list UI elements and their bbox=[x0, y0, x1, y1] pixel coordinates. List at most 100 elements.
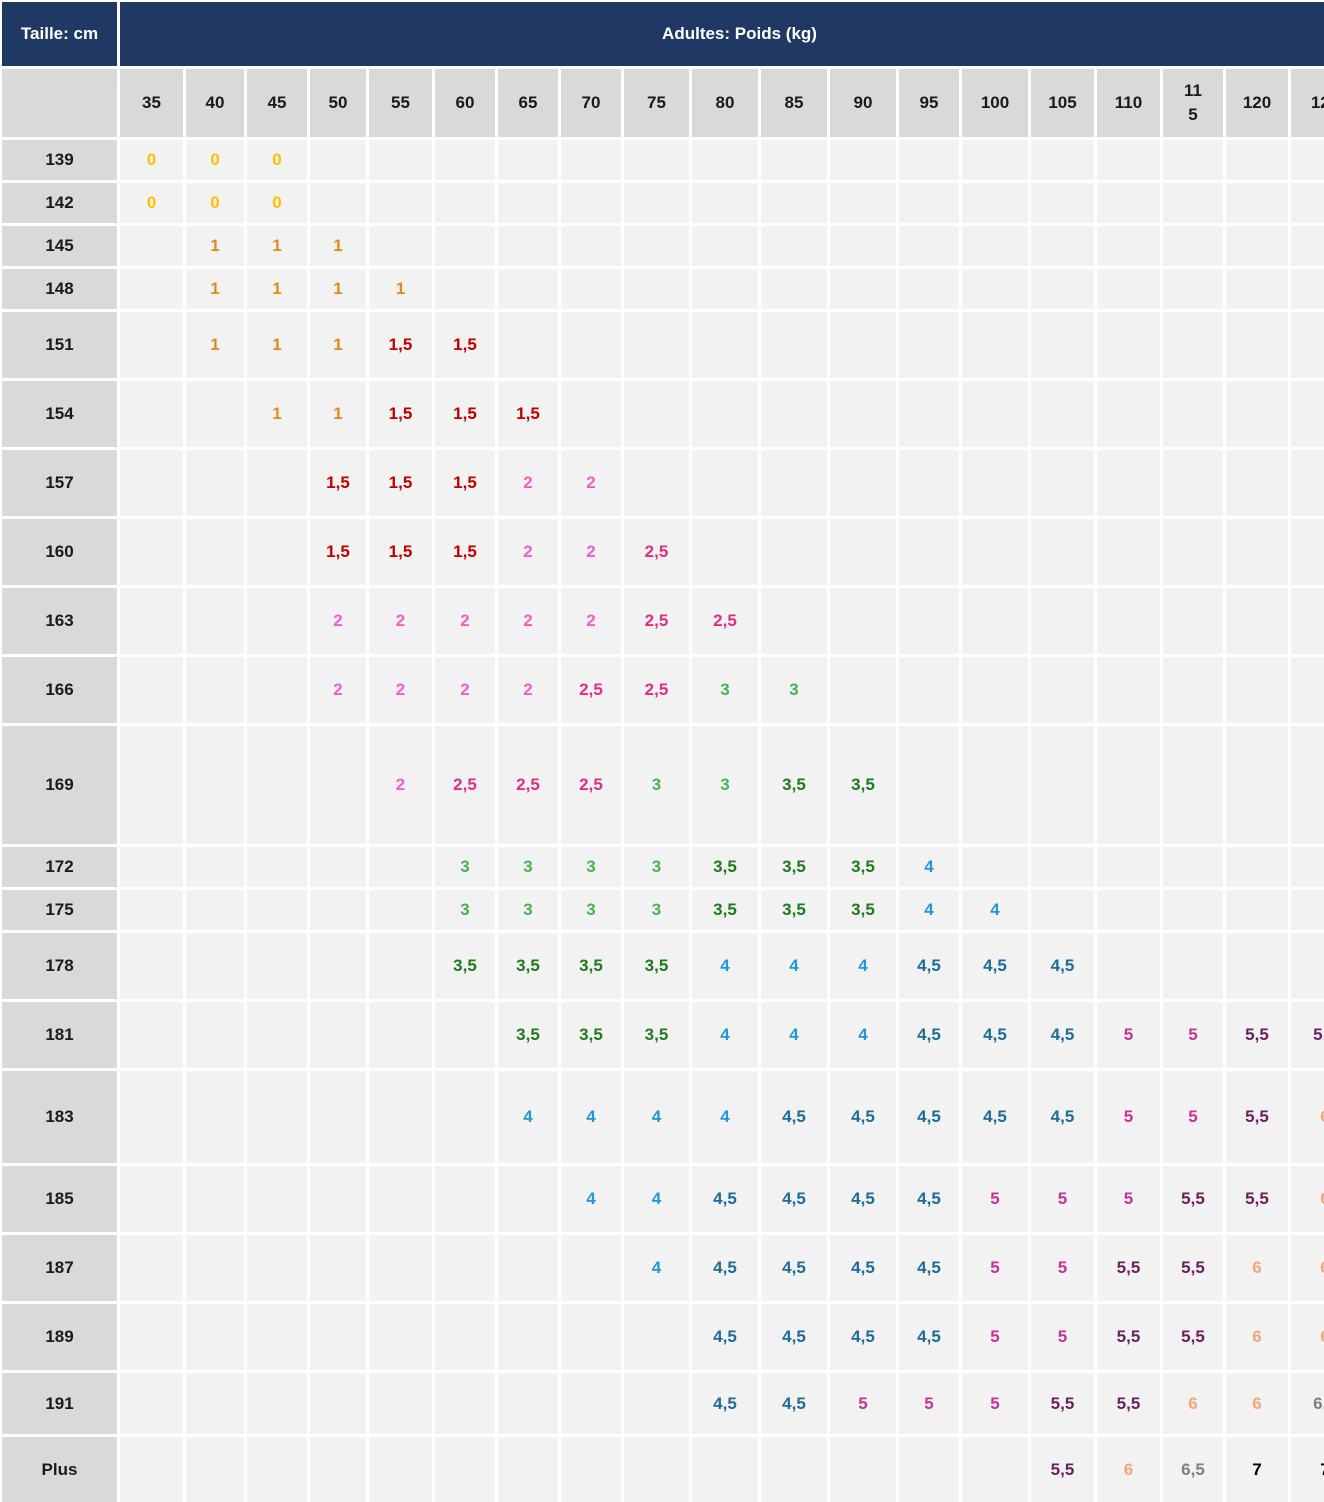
empty-cell bbox=[899, 657, 959, 723]
dose-cell: 0 bbox=[120, 140, 183, 180]
height-label: 172 bbox=[2, 847, 117, 887]
empty-cell bbox=[962, 183, 1028, 223]
empty-cell bbox=[692, 450, 758, 516]
empty-cell bbox=[561, 226, 621, 266]
empty-cell bbox=[1226, 226, 1288, 266]
height-label: 175 bbox=[2, 890, 117, 930]
dose-cell: 4 bbox=[830, 933, 896, 999]
empty-cell bbox=[1097, 933, 1160, 999]
empty-cell bbox=[830, 657, 896, 723]
dose-cell: 4,5 bbox=[899, 1166, 959, 1232]
empty-cell bbox=[561, 269, 621, 309]
dose-cell: 4,5 bbox=[899, 1235, 959, 1301]
empty-cell bbox=[120, 226, 183, 266]
empty-cell bbox=[830, 226, 896, 266]
dose-cell: 5,5 bbox=[1097, 1304, 1160, 1370]
dose-cell: 5 bbox=[962, 1235, 1028, 1301]
corner-header-label: Taille: cm bbox=[2, 2, 117, 66]
dose-cell: 5 bbox=[1031, 1235, 1094, 1301]
empty-cell bbox=[624, 450, 689, 516]
empty-cell bbox=[498, 1373, 558, 1434]
height-label: Plus bbox=[2, 1437, 117, 1502]
height-label: 181 bbox=[2, 1002, 117, 1068]
empty-cell bbox=[561, 1304, 621, 1370]
empty-cell bbox=[761, 269, 827, 309]
empty-cell bbox=[1291, 269, 1324, 309]
dose-cell: 1,5 bbox=[310, 519, 366, 585]
dose-cell: 4 bbox=[624, 1071, 689, 1163]
empty-cell bbox=[186, 1304, 244, 1370]
dose-cell: 4 bbox=[624, 1166, 689, 1232]
dose-cell: 3 bbox=[435, 890, 495, 930]
weight-header: 40 bbox=[186, 69, 244, 137]
dose-cell: 4,5 bbox=[1031, 1071, 1094, 1163]
dose-cell: 2 bbox=[310, 588, 366, 654]
empty-cell bbox=[369, 140, 432, 180]
dose-cell: 5 bbox=[1097, 1166, 1160, 1232]
dose-cell: 4,5 bbox=[899, 1304, 959, 1370]
empty-cell bbox=[247, 1071, 307, 1163]
empty-cell bbox=[899, 519, 959, 585]
weight-header: 100 bbox=[962, 69, 1028, 137]
empty-cell bbox=[1226, 269, 1288, 309]
empty-cell bbox=[498, 269, 558, 309]
dose-cell: 5,5 bbox=[1163, 1235, 1223, 1301]
empty-cell bbox=[561, 1373, 621, 1434]
empty-cell bbox=[1226, 933, 1288, 999]
empty-cell bbox=[899, 183, 959, 223]
empty-cell bbox=[186, 588, 244, 654]
empty-cell bbox=[435, 1071, 495, 1163]
empty-cell bbox=[1291, 588, 1324, 654]
weight-header: 45 bbox=[247, 69, 307, 137]
empty-cell bbox=[498, 226, 558, 266]
empty-cell bbox=[1097, 140, 1160, 180]
empty-cell bbox=[120, 1437, 183, 1502]
empty-cell bbox=[761, 519, 827, 585]
dose-cell: 0 bbox=[247, 183, 307, 223]
dose-cell: 5,5 bbox=[1031, 1373, 1094, 1434]
empty-cell bbox=[1031, 726, 1094, 844]
height-label: 169 bbox=[2, 726, 117, 844]
height-label: 151 bbox=[2, 312, 117, 378]
dose-cell: 3 bbox=[624, 890, 689, 930]
empty-cell bbox=[120, 1373, 183, 1434]
empty-cell bbox=[1031, 847, 1094, 887]
dose-cell: 6 bbox=[1226, 1304, 1288, 1370]
empty-cell bbox=[247, 1304, 307, 1370]
dose-cell: 3 bbox=[624, 726, 689, 844]
empty-cell bbox=[1291, 226, 1324, 266]
empty-cell bbox=[310, 140, 366, 180]
dose-cell: 5 bbox=[1031, 1304, 1094, 1370]
height-label: 166 bbox=[2, 657, 117, 723]
weight-header: 80 bbox=[692, 69, 758, 137]
dose-cell: 4 bbox=[830, 1002, 896, 1068]
empty-cell bbox=[1163, 269, 1223, 309]
dose-cell: 4 bbox=[561, 1071, 621, 1163]
dose-cell: 4,5 bbox=[692, 1166, 758, 1232]
empty-cell bbox=[1097, 226, 1160, 266]
dose-cell: 4 bbox=[692, 1071, 758, 1163]
empty-cell bbox=[1163, 140, 1223, 180]
dose-cell: 4 bbox=[498, 1071, 558, 1163]
empty-cell bbox=[186, 519, 244, 585]
dose-cell: 2 bbox=[561, 588, 621, 654]
dose-cell: 0 bbox=[186, 140, 244, 180]
empty-cell bbox=[761, 312, 827, 378]
height-label: 154 bbox=[2, 381, 117, 447]
dose-cell: 3,5 bbox=[561, 1002, 621, 1068]
height-label: 183 bbox=[2, 1071, 117, 1163]
empty-cell bbox=[761, 381, 827, 447]
dose-cell: 2,5 bbox=[561, 726, 621, 844]
dose-cell: 1,5 bbox=[369, 381, 432, 447]
empty-cell bbox=[962, 1437, 1028, 1502]
empty-cell bbox=[186, 933, 244, 999]
empty-cell bbox=[1291, 726, 1324, 844]
dose-cell: 3,5 bbox=[692, 847, 758, 887]
dose-cell: 1 bbox=[310, 269, 366, 309]
dose-cell: 4 bbox=[899, 890, 959, 930]
dose-cell: 4 bbox=[692, 933, 758, 999]
empty-cell bbox=[310, 726, 366, 844]
empty-cell bbox=[830, 450, 896, 516]
dose-cell: 1 bbox=[369, 269, 432, 309]
empty-cell bbox=[1291, 450, 1324, 516]
